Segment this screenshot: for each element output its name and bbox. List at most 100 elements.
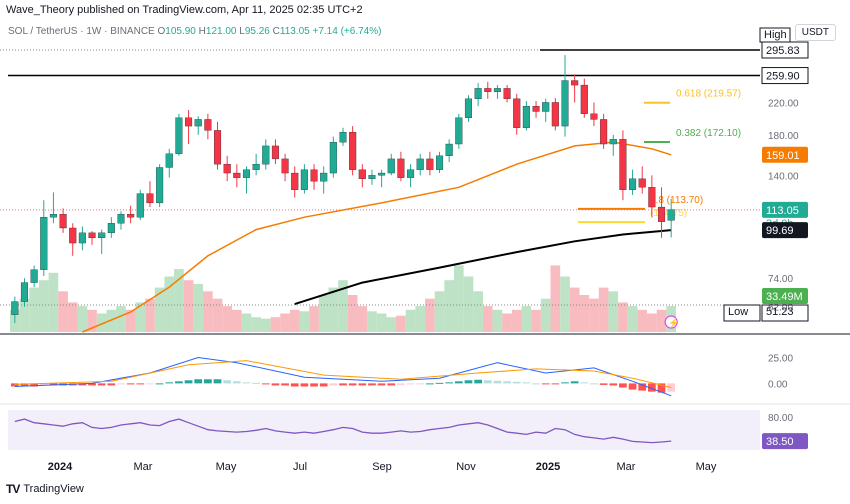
ohlc-high: 121.00 xyxy=(205,26,237,37)
volume-bar xyxy=(77,306,88,332)
volume-bar xyxy=(251,317,261,332)
candle-body xyxy=(291,172,299,190)
macd-histogram-bar xyxy=(551,383,560,385)
candle-body xyxy=(281,158,289,174)
candle-body xyxy=(88,232,96,239)
low-label-border xyxy=(723,304,761,322)
volume-bar xyxy=(492,309,503,332)
candle-body xyxy=(561,80,569,127)
tradingview-brand: TradingView xyxy=(23,483,84,495)
macd-histogram-bar xyxy=(590,383,598,385)
x-axis-tick: Jul xyxy=(293,461,307,473)
fib-113-label: 0.8 (113.70) xyxy=(650,195,703,206)
candle-body xyxy=(542,102,550,112)
macd-histogram-bar xyxy=(368,383,376,386)
macd-histogram-bar xyxy=(348,383,357,386)
volume-bar xyxy=(502,313,512,332)
macd-histogram-bar xyxy=(242,382,251,384)
ema200-value-label: 99.69 xyxy=(766,225,794,237)
macd-histogram-bar xyxy=(310,383,318,387)
volume-bar xyxy=(241,313,252,332)
volume-bar xyxy=(396,315,406,332)
macd-histogram-bar xyxy=(532,383,540,385)
macd-histogram-bar xyxy=(146,383,154,385)
candle-body xyxy=(40,217,48,270)
candle-body xyxy=(464,98,473,118)
price-value-label: 113.05 xyxy=(766,205,799,217)
ohlc-close: 113.05 xyxy=(279,26,310,37)
ohlc-c-label: C xyxy=(272,26,280,37)
candle-body xyxy=(233,172,241,178)
candle-body xyxy=(600,119,608,145)
volume-bar xyxy=(608,291,619,332)
macd-histogram-bar xyxy=(609,383,618,386)
macd-histogram-bar xyxy=(271,383,280,386)
symbol-name: SOL / TetherUS · 1W · BINANCE xyxy=(8,26,155,37)
macd-histogram-bar xyxy=(599,383,608,385)
volume-bar xyxy=(627,306,638,332)
candle-body xyxy=(252,164,260,170)
candle-body xyxy=(426,158,434,170)
candle-body xyxy=(435,155,444,170)
volume-bar xyxy=(656,309,667,332)
candle-body xyxy=(262,145,270,165)
currency-button[interactable]: USDT xyxy=(794,24,836,41)
x-axis-tick: 2024 xyxy=(48,461,73,473)
volume-bar xyxy=(174,269,184,332)
publisher-line: Wave_Theory published on TradingView.com… xyxy=(6,4,363,16)
volume-bar xyxy=(203,291,213,332)
macd-histogram-bar xyxy=(252,382,260,384)
volume-bar xyxy=(434,291,445,332)
volume-bar xyxy=(164,276,175,332)
candle-body xyxy=(165,153,173,168)
candle-body xyxy=(368,175,376,179)
price-axis-tick: 62.00 xyxy=(768,303,793,314)
candle-body xyxy=(474,88,482,99)
macd-histogram-bar xyxy=(175,381,183,384)
volume-bar xyxy=(328,287,339,332)
volume-bar xyxy=(347,295,358,332)
candle-body xyxy=(49,214,57,218)
candle-body xyxy=(667,209,675,221)
candle-body xyxy=(638,178,646,188)
macd-histogram-bar xyxy=(97,383,106,386)
volume-bar xyxy=(531,309,541,332)
candle-body xyxy=(416,158,424,170)
fib-382-label: 0.382 (172.10) xyxy=(676,128,741,139)
macd-line xyxy=(14,356,672,397)
ohlc-open: 105.90 xyxy=(165,26,196,37)
volume-value-label-box xyxy=(762,288,808,304)
candle-body xyxy=(300,169,308,190)
candle-body xyxy=(455,117,463,145)
macd-histogram-bar xyxy=(20,383,29,387)
x-axis-tick: Nov xyxy=(456,461,476,473)
high-label-border xyxy=(759,27,791,43)
volume-bar xyxy=(270,317,281,332)
macd-histogram-bar xyxy=(204,379,212,384)
candle-body xyxy=(358,169,366,179)
low-value-border xyxy=(761,304,809,322)
volume-bar xyxy=(29,287,39,332)
volume-bar xyxy=(125,309,136,332)
candle-body xyxy=(378,172,386,176)
macd-histogram-bar xyxy=(474,379,482,384)
x-axis-tick: Mar xyxy=(617,461,636,473)
candle-body xyxy=(407,169,415,178)
volume-bar xyxy=(299,311,310,332)
volume-bar xyxy=(579,295,590,332)
x-axis-tick: Sep xyxy=(372,461,392,473)
ohlc-change: +7.14 (+6.74%) xyxy=(312,26,382,37)
macd-histogram-bar xyxy=(570,381,579,384)
high-value-label-box xyxy=(762,42,808,58)
macd-histogram-bar xyxy=(522,382,531,384)
volume-bar xyxy=(569,287,580,332)
price-value-label-box xyxy=(762,201,808,218)
macd-histogram-bar xyxy=(358,383,367,386)
volume-bar xyxy=(637,309,648,332)
rsi-value-label-box xyxy=(762,433,808,450)
candle-body xyxy=(339,131,347,143)
ema200-value-label-box xyxy=(762,222,808,239)
volume-bar xyxy=(96,313,107,332)
candle-body xyxy=(59,214,67,229)
candle-body xyxy=(484,88,492,92)
